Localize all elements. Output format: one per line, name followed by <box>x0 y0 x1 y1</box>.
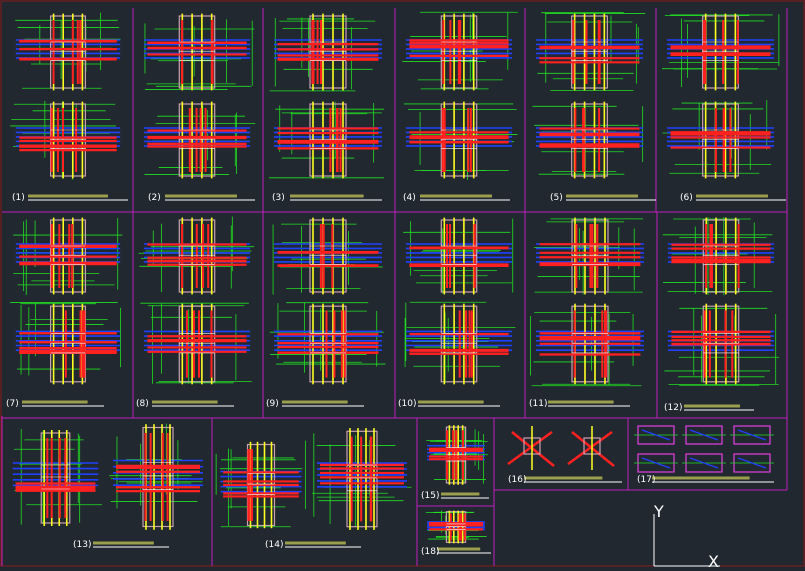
plan-detail <box>269 13 382 92</box>
beam-section <box>682 453 726 473</box>
elevation-detail <box>268 101 385 179</box>
beam-bar <box>689 429 719 441</box>
beam-bar <box>689 457 719 469</box>
panel-label-6: (6) <box>680 193 693 203</box>
column-outline <box>142 426 174 528</box>
plan-detail <box>215 440 306 529</box>
beam-bar <box>737 429 767 441</box>
column-outline <box>440 15 478 89</box>
diagonal-joint <box>567 426 615 470</box>
beam-section <box>730 425 774 445</box>
elevation-detail <box>532 101 644 179</box>
column-outline <box>702 103 739 177</box>
panel-label-7: (7) <box>6 399 19 409</box>
elevation-detail <box>664 303 780 386</box>
elevation-detail <box>312 428 412 530</box>
beam-section <box>682 425 726 445</box>
plan-detail <box>662 217 775 296</box>
elevation-detail <box>109 423 203 530</box>
elevation-detail <box>140 302 252 385</box>
column-outline <box>49 15 86 89</box>
panel-label-16: (16) <box>508 475 527 485</box>
plan-detail <box>15 12 121 91</box>
elevation-detail <box>529 303 644 387</box>
panel-label-4: (4) <box>403 193 416 203</box>
panel-label-5: (5) <box>550 193 563 203</box>
beam-bar <box>641 429 671 441</box>
joint-details <box>10 11 786 554</box>
panel-label-8: (8) <box>136 399 149 409</box>
plan-detail <box>535 12 646 91</box>
column-outline <box>178 305 216 383</box>
elevation-detail <box>404 301 516 385</box>
elevation-detail <box>403 101 518 180</box>
panel-label-13: (13) <box>73 540 92 550</box>
column-outline <box>178 15 216 89</box>
elevation-detail <box>10 302 121 385</box>
panel-label-11: (11) <box>529 399 548 409</box>
panel-label-9: (9) <box>266 399 279 409</box>
panel-label-18: (18) <box>421 547 440 557</box>
panel-label-3: (3) <box>272 193 285 203</box>
panel-label-15: (15) <box>421 491 440 501</box>
plan-detail <box>426 425 488 485</box>
panel-label-1: (1) <box>12 193 25 203</box>
ucs-icon <box>653 514 720 567</box>
longitudinal-bar <box>511 431 555 467</box>
elevation-detail <box>425 510 487 544</box>
column-outline <box>40 432 71 524</box>
ucs-y-label: Y <box>654 502 664 521</box>
panel-label-12: (12) <box>664 403 683 413</box>
plan-detail <box>138 216 255 295</box>
beam-section <box>634 453 678 473</box>
panel-label-14: (14) <box>265 540 284 550</box>
column-outline <box>702 15 739 89</box>
plan-detail <box>533 217 644 295</box>
column-outline <box>440 305 478 383</box>
longitudinal-bar <box>571 431 615 467</box>
plan-detail <box>12 429 102 526</box>
column-outline <box>440 219 478 293</box>
column-outline <box>178 219 216 293</box>
plan-detail <box>143 13 255 91</box>
ucs-x-label: X <box>708 552 719 571</box>
plan-detail <box>272 217 383 295</box>
plan-detail <box>402 11 518 91</box>
elevation-detail <box>143 101 256 179</box>
elevation-detail <box>662 100 775 179</box>
beam-section <box>730 453 774 473</box>
plan-detail <box>13 217 123 296</box>
column-outline <box>178 103 216 177</box>
column-outline <box>309 219 347 293</box>
column-outline <box>346 430 378 528</box>
column-outline <box>571 15 608 89</box>
column-outline <box>571 219 609 293</box>
panel-label-2: (2) <box>148 193 161 203</box>
panel-label-17: (17) <box>637 475 656 485</box>
beam-section <box>634 425 678 445</box>
panel-label-10: (10) <box>398 399 417 409</box>
plan-detail <box>403 217 514 295</box>
diagonal-joint <box>507 426 555 470</box>
column-outline <box>571 103 608 177</box>
beam-bar <box>737 457 767 469</box>
elevation-detail <box>10 100 121 180</box>
plan-detail <box>662 13 780 91</box>
beam-bar <box>641 457 671 469</box>
column-outline <box>440 103 478 177</box>
elevation-detail <box>269 302 386 385</box>
column-outline <box>309 15 347 89</box>
column-outline <box>702 219 740 293</box>
